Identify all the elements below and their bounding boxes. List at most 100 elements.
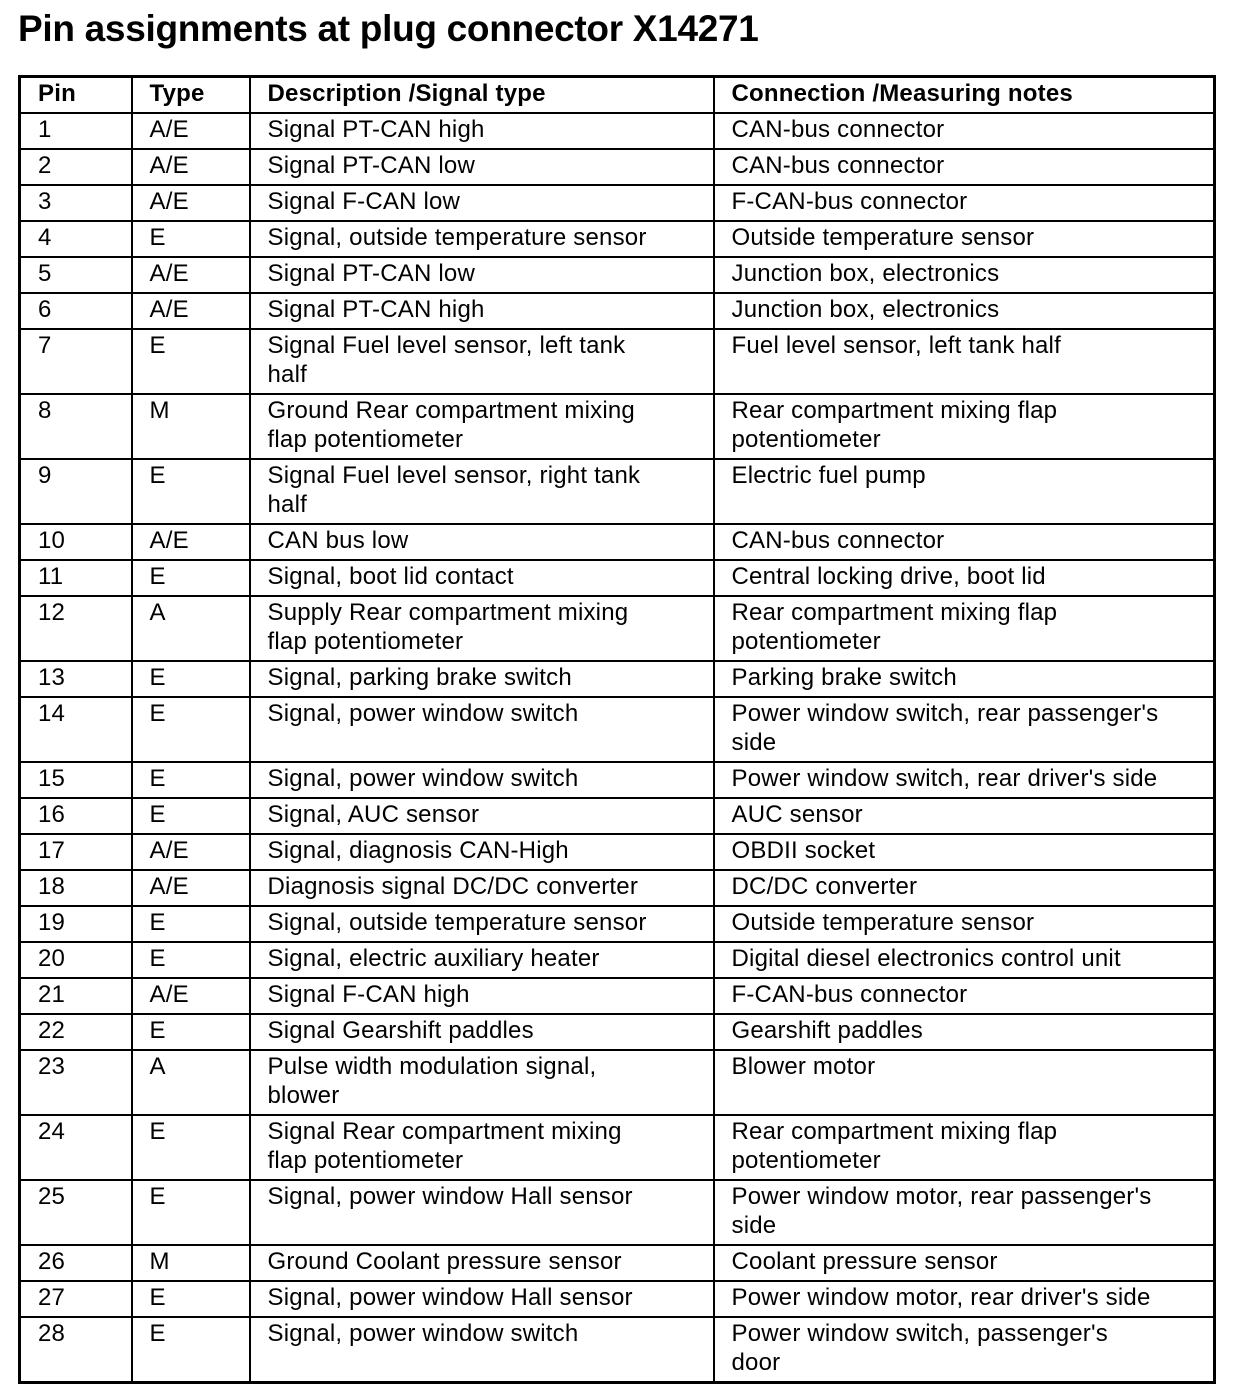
type-cell: E: [130, 1013, 251, 1051]
description-cell: Signal, power window Hall sensor: [248, 1179, 715, 1246]
connection-cell: Power window motor, rear passenger's sid…: [712, 1179, 1216, 1246]
pin-cell: 18: [18, 869, 133, 907]
type-cell: E: [130, 328, 251, 395]
connection-cell: Outside temperature sensor: [712, 905, 1216, 943]
description-cell: Signal PT-CAN high: [248, 292, 715, 330]
type-cell: A/E: [130, 833, 251, 871]
pin-cell: 16: [18, 797, 133, 835]
description-cell: Signal, electric auxiliary heater: [248, 941, 715, 979]
description-cell: Signal Gearshift paddles: [248, 1013, 715, 1051]
table-row: 11 E Signal, boot lid contact Central locki…: [18, 559, 1216, 597]
connection-cell: Electric fuel pump: [712, 458, 1216, 525]
pin-cell: 10: [18, 523, 133, 561]
description-cell: Signal Rear compartment mixing flap pote…: [248, 1114, 715, 1181]
description-cell: Signal F-CAN high: [248, 977, 715, 1015]
description-cell: Signal, outside temperature sensor: [248, 905, 715, 943]
type-cell: E: [130, 761, 251, 799]
table-row: 12 A Supply Rear compartment mixing flap p…: [18, 595, 1216, 662]
description-cell: Signal, power window switch: [248, 1316, 715, 1384]
type-cell: E: [130, 905, 251, 943]
pin-cell: 13: [18, 660, 133, 698]
pin-cell: 20: [18, 941, 133, 979]
type-cell: E: [130, 696, 251, 763]
description-cell: Diagnosis signal DC/DC converter: [248, 869, 715, 907]
pin-cell: 28: [18, 1316, 133, 1384]
type-cell: E: [130, 559, 251, 597]
table-row: 19 E Signal, outside temperature sensor Out…: [18, 905, 1216, 943]
table-row: 3 A/E Signal F-CAN low F-CAN-bus connector: [18, 184, 1216, 222]
table-row: 21 A/E Signal F-CAN high F-CAN-bus connecto…: [18, 977, 1216, 1015]
pin-cell: 22: [18, 1013, 133, 1051]
description-cell: Signal F-CAN low: [248, 184, 715, 222]
table-row: 7 E Signal Fuel level sensor, left tank ha…: [18, 328, 1216, 395]
pin-assignment-table: Pin Type Description /Signal type Connec…: [18, 75, 1216, 1384]
table-row: 17 A/E Signal, diagnosis CAN-High OBDII soc…: [18, 833, 1216, 871]
connection-cell: AUC sensor: [712, 797, 1216, 835]
pin-cell: 15: [18, 761, 133, 799]
description-cell: Pulse width modulation signal, blower: [248, 1049, 715, 1116]
connection-cell: Rear compartment mixing flap potentiomet…: [712, 1114, 1216, 1181]
pin-cell: 27: [18, 1280, 133, 1318]
table-row: 14 E Signal, power window switch Power wind…: [18, 696, 1216, 763]
table-row: 16 E Signal, AUC sensor AUC sensor: [18, 797, 1216, 835]
connection-cell: Digital diesel electronics control unit: [712, 941, 1216, 979]
connection-cell: OBDII socket: [712, 833, 1216, 871]
description-cell: Signal PT-CAN low: [248, 256, 715, 294]
connection-cell: Central locking drive, boot lid: [712, 559, 1216, 597]
type-cell: E: [130, 660, 251, 698]
pin-cell: 12: [18, 595, 133, 662]
description-cell: Ground Rear compartment mixing flap pote…: [248, 393, 715, 460]
type-cell: A/E: [130, 184, 251, 222]
connection-cell: Power window switch, rear passenger's si…: [712, 696, 1216, 763]
pin-cell: 1: [18, 112, 133, 150]
table-row: 4 E Signal, outside temperature sensor Outs…: [18, 220, 1216, 258]
type-cell: A: [130, 1049, 251, 1116]
connection-cell: Rear compartment mixing flap potentiomet…: [712, 393, 1216, 460]
table-row: 15 E Signal, power window switch Power wind…: [18, 761, 1216, 799]
header-pin: Pin: [18, 75, 133, 114]
type-cell: A/E: [130, 112, 251, 150]
table-row: 26 M Ground Coolant pressure sensor Coolant…: [18, 1244, 1216, 1282]
table-row: 6 A/E Signal PT-CAN high Junction box, elec…: [18, 292, 1216, 330]
table-row: 23 A Pulse width modulation signal, blower…: [18, 1049, 1216, 1116]
description-cell: Signal, power window switch: [248, 696, 715, 763]
connection-cell: Gearshift paddles: [712, 1013, 1216, 1051]
table-row: 18 A/E Diagnosis signal DC/DC converter DC/…: [18, 869, 1216, 907]
connection-cell: CAN-bus connector: [712, 523, 1216, 561]
connection-cell: CAN-bus connector: [712, 112, 1216, 150]
table-header-row: Pin Type Description /Signal type Connec…: [18, 75, 1216, 114]
description-cell: Signal Fuel level sensor, left tank half: [248, 328, 715, 395]
pin-cell: 7: [18, 328, 133, 395]
type-cell: E: [130, 220, 251, 258]
pin-cell: 19: [18, 905, 133, 943]
type-cell: A/E: [130, 869, 251, 907]
table-row: 20 E Signal, electric auxiliary heater Digi…: [18, 941, 1216, 979]
type-cell: A/E: [130, 977, 251, 1015]
connection-cell: Junction box, electronics: [712, 292, 1216, 330]
pin-cell: 6: [18, 292, 133, 330]
description-cell: Signal PT-CAN high: [248, 112, 715, 150]
type-cell: E: [130, 1179, 251, 1246]
type-cell: M: [130, 1244, 251, 1282]
description-cell: Signal, power window Hall sensor: [248, 1280, 715, 1318]
description-cell: CAN bus low: [248, 523, 715, 561]
pin-cell: 23: [18, 1049, 133, 1116]
pin-cell: 25: [18, 1179, 133, 1246]
header-connection: Connection /Measuring notes: [712, 75, 1216, 114]
connection-cell: Junction box, electronics: [712, 256, 1216, 294]
connection-cell: F-CAN-bus connector: [712, 184, 1216, 222]
description-cell: Supply Rear compartment mixing flap pote…: [248, 595, 715, 662]
pin-cell: 8: [18, 393, 133, 460]
description-cell: Signal, power window switch: [248, 761, 715, 799]
connection-cell: Outside temperature sensor: [712, 220, 1216, 258]
table-row: 13 E Signal, parking brake switch Parking b…: [18, 660, 1216, 698]
pin-cell: 11: [18, 559, 133, 597]
pin-cell: 17: [18, 833, 133, 871]
type-cell: E: [130, 797, 251, 835]
header-type: Type: [130, 75, 251, 114]
description-cell: Signal Fuel level sensor, right tank hal…: [248, 458, 715, 525]
pin-cell: 14: [18, 696, 133, 763]
description-cell: Signal, parking brake switch: [248, 660, 715, 698]
table-row: 2 A/E Signal PT-CAN low CAN-bus connector: [18, 148, 1216, 186]
table-row: 1 A/E Signal PT-CAN high CAN-bus connector: [18, 112, 1216, 150]
